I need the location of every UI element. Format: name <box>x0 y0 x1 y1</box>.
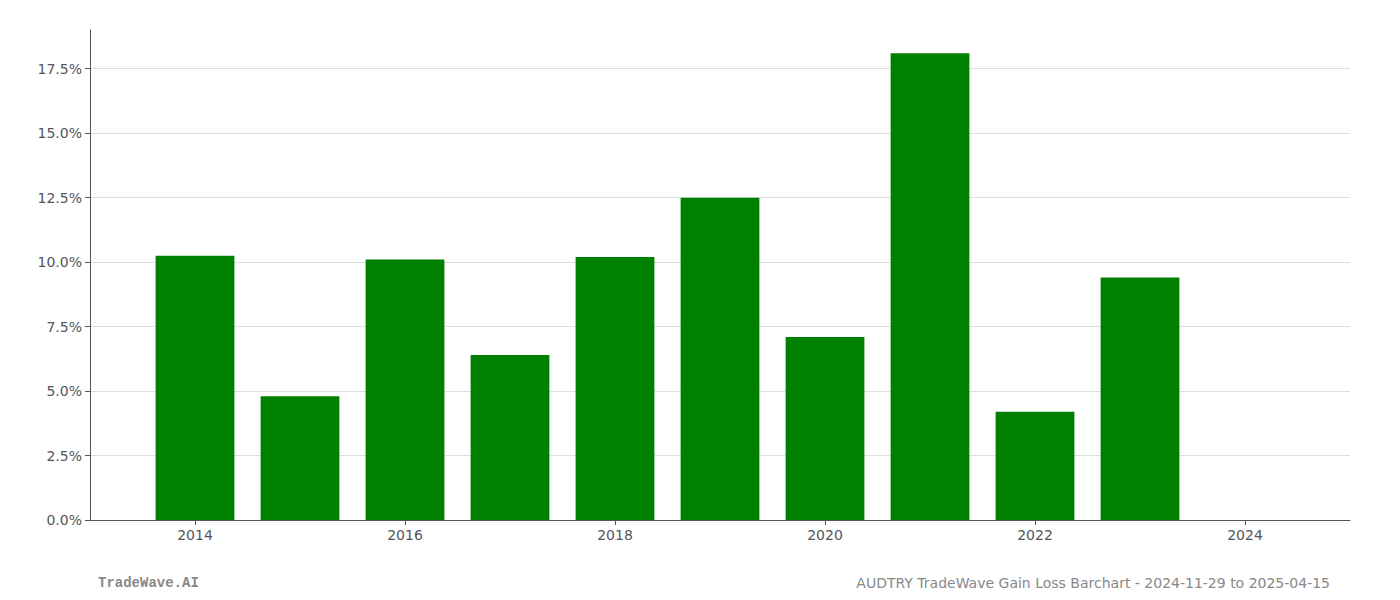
svg-text:TradeWave.AI: TradeWave.AI <box>98 575 199 591</box>
svg-text:7.5%: 7.5% <box>46 319 82 335</box>
svg-text:2016: 2016 <box>387 527 423 543</box>
svg-text:AUDTRY TradeWave Gain Loss Bar: AUDTRY TradeWave Gain Loss Barchart - 20… <box>856 575 1330 591</box>
svg-text:0.0%: 0.0% <box>46 512 82 528</box>
svg-text:2020: 2020 <box>807 527 843 543</box>
svg-text:2024: 2024 <box>1227 527 1263 543</box>
svg-text:12.5%: 12.5% <box>38 190 82 206</box>
svg-text:5.0%: 5.0% <box>46 383 82 399</box>
svg-text:17.5%: 17.5% <box>38 61 82 77</box>
svg-text:2018: 2018 <box>597 527 633 543</box>
svg-text:10.0%: 10.0% <box>38 254 82 270</box>
svg-text:15.0%: 15.0% <box>38 125 82 141</box>
svg-text:2.5%: 2.5% <box>46 448 82 464</box>
svg-text:2022: 2022 <box>1017 527 1053 543</box>
svg-text:2014: 2014 <box>177 527 213 543</box>
